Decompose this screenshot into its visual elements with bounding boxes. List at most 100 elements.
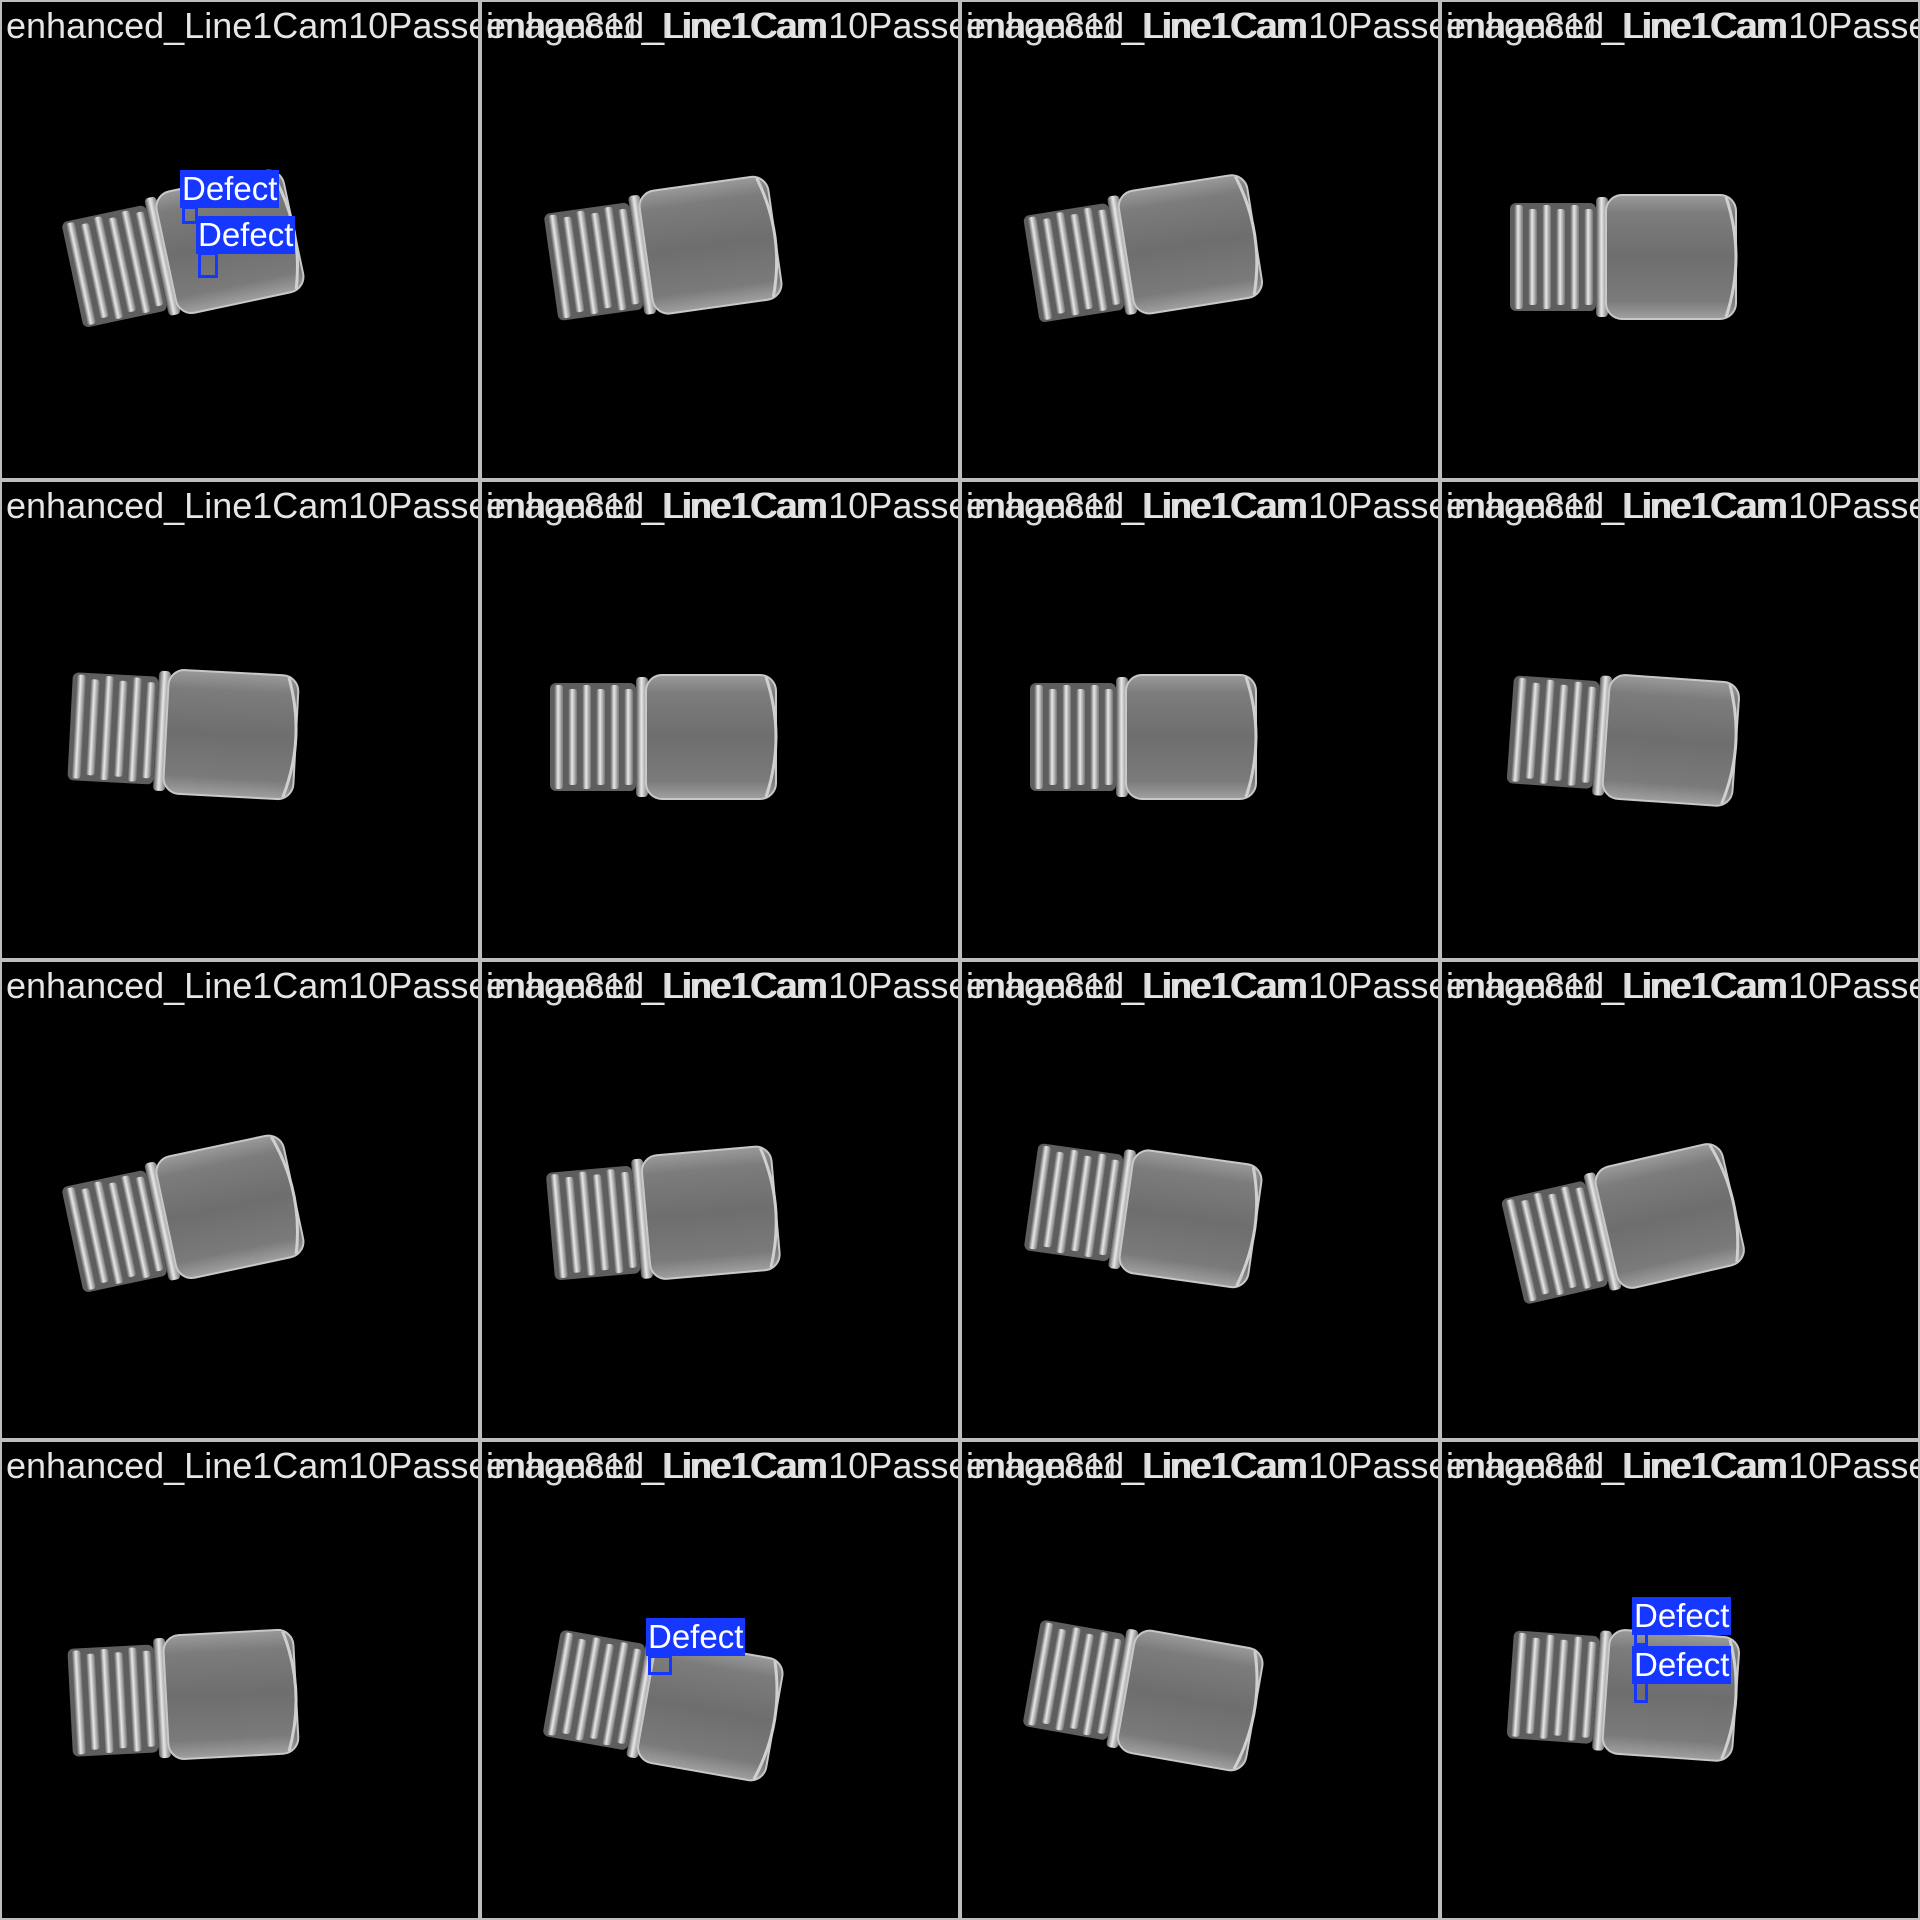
bottle-body bbox=[1118, 1149, 1263, 1289]
overlapping-file-name-label: image811_Line1Cam bbox=[486, 5, 826, 46]
thread-rib bbox=[93, 216, 123, 319]
thread-rib bbox=[99, 1648, 114, 1753]
thread-rib bbox=[141, 682, 156, 779]
bottle-image bbox=[67, 1628, 300, 1760]
thread-rib bbox=[99, 676, 114, 781]
thread-rib bbox=[1076, 689, 1085, 785]
thread-rib bbox=[554, 685, 563, 789]
bottle-body bbox=[1594, 1143, 1745, 1289]
thread-rib bbox=[66, 222, 96, 325]
shoulder-ring bbox=[144, 196, 181, 316]
thread-rib bbox=[1532, 1192, 1564, 1296]
overlapping-file-name-label: image811_Line1Cam bbox=[1446, 965, 1786, 1006]
bottle-base-curve bbox=[764, 676, 778, 798]
overlapping-file-name-label: image811_Line1Cam bbox=[966, 1445, 1306, 1486]
thread-rib bbox=[127, 677, 142, 782]
shoulder-ring bbox=[153, 1638, 171, 1759]
bottle-base-curve bbox=[1235, 1166, 1259, 1287]
bottle-body bbox=[1601, 674, 1740, 807]
image-tile: enhanced_Line1Cam10Passed_1637C22110Pass… bbox=[480, 480, 960, 960]
shoulder-ring bbox=[153, 670, 171, 791]
thread-rib bbox=[93, 1181, 123, 1284]
file-name-label: enhanced_Line1Cam10Passed_1636C98610Pass bbox=[1446, 1445, 1918, 1486]
thread-rib bbox=[66, 1187, 96, 1290]
defect-label: Defect bbox=[646, 1618, 746, 1656]
bottle-image bbox=[1023, 1620, 1264, 1772]
thread-rib bbox=[589, 1643, 614, 1739]
thread-rib bbox=[582, 685, 591, 789]
image-tile: enhanced_Line1Cam10Passed_1637C31310Pass… bbox=[960, 480, 1440, 960]
thread-rib bbox=[1542, 205, 1551, 309]
thread-rib bbox=[120, 1175, 151, 1279]
thread-rib bbox=[1547, 1193, 1577, 1289]
thread-rib bbox=[1028, 1145, 1051, 1250]
overlapping-file-name-label: image811_Line1Cam bbox=[966, 965, 1306, 1006]
overlapping-file-name-label: image811_Line1Cam bbox=[1446, 1445, 1786, 1486]
defect-bounding-box bbox=[198, 252, 218, 278]
thread-rib bbox=[1090, 685, 1099, 789]
image-tile: enhanced_Line1Cam10Passed_1636C56310Pass… bbox=[1440, 0, 1920, 480]
image-tile: enhanced_Line1Cam10Passed_1637C22110Pass… bbox=[480, 960, 960, 1440]
bottle-body bbox=[162, 669, 300, 801]
bottle-base-curve bbox=[1720, 684, 1738, 805]
bottle-base-curve bbox=[1724, 196, 1738, 318]
bottle-base-curve bbox=[1244, 676, 1258, 798]
thread-rib bbox=[1580, 686, 1597, 783]
bottle-body bbox=[1605, 194, 1737, 320]
thread-rib bbox=[113, 680, 128, 777]
thread-rib bbox=[1553, 1639, 1569, 1736]
thread-rib bbox=[127, 1647, 142, 1752]
defect-label: Defect bbox=[1632, 1646, 1732, 1684]
thread-rib bbox=[550, 1174, 568, 1278]
thread-rib bbox=[1082, 1632, 1109, 1736]
overlapping-file-name-label: image811_Line1Cam bbox=[966, 485, 1306, 526]
thread-rib bbox=[1097, 209, 1121, 305]
defect-bounding-box bbox=[648, 1655, 672, 1675]
overlapping-file-name-label: image811_Line1Cam bbox=[486, 1445, 826, 1486]
thread-rib bbox=[564, 1176, 582, 1273]
bottle-body bbox=[638, 175, 783, 315]
thread-rib bbox=[80, 223, 109, 318]
bottle-base-curve bbox=[1234, 175, 1259, 296]
thread-rib bbox=[605, 1169, 624, 1274]
thread-rib bbox=[548, 214, 571, 319]
overlapping-file-name-label: image811_Line1Cam bbox=[1446, 5, 1786, 46]
overlapping-file-name-label: image811_Line1Cam bbox=[486, 485, 826, 526]
thread-rib bbox=[1566, 681, 1583, 786]
thread-rib bbox=[610, 685, 619, 789]
thread-rib bbox=[1510, 1632, 1527, 1737]
overlapping-file-name-label: image811_Line1Cam bbox=[486, 965, 826, 1006]
thread-rib bbox=[1528, 209, 1537, 305]
thread-rib bbox=[1538, 679, 1555, 784]
file-name-label: enhanced_Line1Cam10Passed_1637C31310Pass bbox=[966, 965, 1438, 1006]
thread-rib bbox=[1538, 1634, 1555, 1739]
bottle-image bbox=[1506, 674, 1740, 807]
image-tile: enhanced_Line1Cam10Passed_1637C19010Pass… bbox=[480, 0, 960, 480]
thread-rib bbox=[616, 1648, 642, 1744]
thread-rib bbox=[85, 1653, 100, 1750]
bottle-base-curve bbox=[752, 1660, 779, 1780]
file-name-label: enhanced_Line1Cam10Passed_1637C24810Pass bbox=[966, 5, 1438, 46]
thread-rib bbox=[1034, 685, 1043, 789]
bottle-image bbox=[1024, 1143, 1263, 1289]
shoulder-ring bbox=[1583, 1172, 1622, 1291]
shoulder-ring bbox=[1108, 1149, 1136, 1269]
overlapping-file-name-label: image811_Line1Cam bbox=[1446, 485, 1786, 526]
thread-rib bbox=[1055, 212, 1080, 316]
thread-rib bbox=[1574, 1187, 1604, 1282]
thread-rib bbox=[135, 211, 164, 307]
bottle-base-curve bbox=[269, 1135, 299, 1255]
thread-rib bbox=[578, 1171, 596, 1276]
thread-rib bbox=[1069, 1633, 1094, 1729]
defect-bounding-box bbox=[1634, 1681, 1648, 1703]
image-tile: enhanced_Line1Cam10Passed_1637C31310Pass… bbox=[960, 960, 1440, 1440]
thread-rib bbox=[113, 1652, 128, 1749]
shoulder-ring bbox=[1592, 675, 1612, 796]
thread-rib bbox=[135, 1176, 164, 1272]
thread-rib bbox=[1553, 684, 1569, 781]
thread-rib bbox=[620, 1171, 638, 1268]
overlapping-file-name-label: image811_Line1Cam bbox=[966, 5, 1306, 46]
thread-rib bbox=[1570, 205, 1579, 309]
thread-rib bbox=[1525, 682, 1541, 779]
thread-rib bbox=[1070, 1155, 1092, 1252]
